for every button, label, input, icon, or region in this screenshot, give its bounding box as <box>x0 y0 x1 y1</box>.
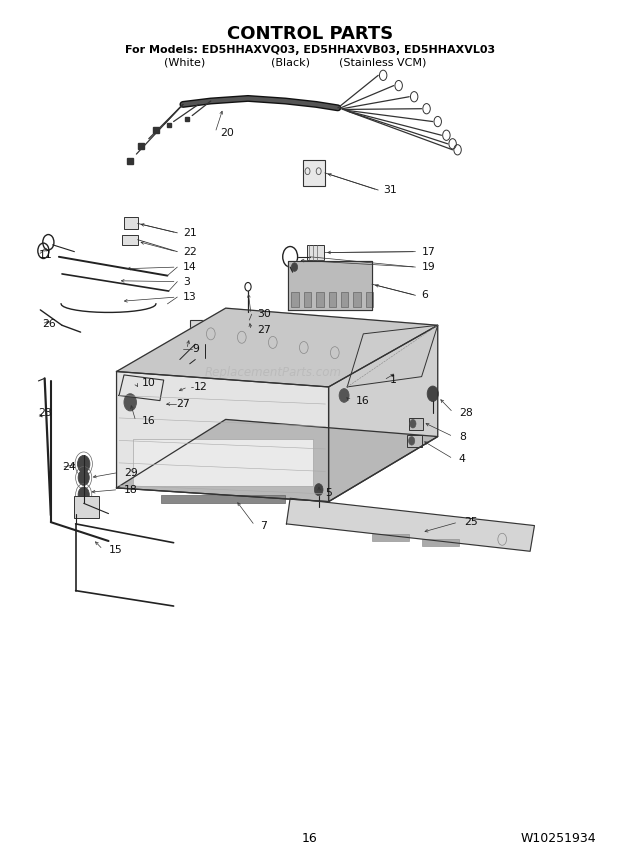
Text: (White): (White) <box>164 57 205 68</box>
Circle shape <box>409 437 415 445</box>
Text: (Black): (Black) <box>271 57 309 68</box>
Text: For Models: ED5HHAXVQ03, ED5HHAXVB03, ED5HHAXVL03: For Models: ED5HHAXVQ03, ED5HHAXVB03, ED… <box>125 45 495 55</box>
Text: 3: 3 <box>183 276 190 287</box>
Bar <box>366 292 373 307</box>
Bar <box>154 382 160 394</box>
Text: 16: 16 <box>141 416 155 426</box>
Bar <box>303 160 325 186</box>
Text: CONTROL PARTS: CONTROL PARTS <box>227 25 393 44</box>
Bar <box>407 435 422 447</box>
Text: 11: 11 <box>38 250 52 260</box>
Text: 6: 6 <box>422 290 428 300</box>
Text: 16: 16 <box>356 395 370 406</box>
Circle shape <box>410 419 416 428</box>
Bar <box>329 292 336 307</box>
Text: 30: 30 <box>257 309 271 319</box>
Text: 28: 28 <box>459 407 472 418</box>
Circle shape <box>124 394 136 411</box>
Circle shape <box>78 470 89 485</box>
Bar <box>133 382 140 394</box>
Text: 10: 10 <box>141 378 155 389</box>
Text: 7: 7 <box>260 520 267 531</box>
Text: (Stainless VCM): (Stainless VCM) <box>340 57 427 68</box>
Bar <box>316 292 324 307</box>
Polygon shape <box>288 261 372 310</box>
Text: 1: 1 <box>389 375 396 385</box>
Bar <box>232 312 249 328</box>
Text: 16: 16 <box>302 832 318 846</box>
Text: W10251934: W10251934 <box>520 832 596 846</box>
Bar <box>74 496 99 518</box>
Polygon shape <box>329 325 438 502</box>
Text: 8: 8 <box>459 431 466 442</box>
Text: 27: 27 <box>257 325 271 336</box>
Text: 29: 29 <box>124 467 138 478</box>
Bar <box>133 439 313 486</box>
Bar <box>291 292 299 307</box>
Polygon shape <box>117 308 438 387</box>
Polygon shape <box>347 325 438 387</box>
Circle shape <box>314 484 323 496</box>
Text: 5: 5 <box>325 488 332 498</box>
Text: 21: 21 <box>183 228 197 238</box>
Circle shape <box>291 263 298 271</box>
Text: 18: 18 <box>124 484 138 495</box>
Bar <box>176 375 201 395</box>
Text: 22: 22 <box>183 247 197 257</box>
Bar <box>372 534 409 541</box>
Bar <box>144 397 166 411</box>
Text: 12: 12 <box>193 382 207 392</box>
Bar <box>161 495 285 503</box>
Text: 17: 17 <box>422 247 435 257</box>
Circle shape <box>78 487 89 502</box>
Text: 20: 20 <box>220 128 234 138</box>
Circle shape <box>339 389 349 402</box>
Bar <box>143 382 149 394</box>
Text: 24: 24 <box>62 462 76 473</box>
Text: 25: 25 <box>464 517 477 527</box>
Bar <box>304 292 311 307</box>
Text: 13: 13 <box>183 292 197 302</box>
Polygon shape <box>117 372 329 502</box>
Text: 31: 31 <box>383 185 397 195</box>
Circle shape <box>78 455 90 473</box>
Text: 9: 9 <box>192 344 199 354</box>
Circle shape <box>155 378 161 387</box>
Text: ReplacementParts.com: ReplacementParts.com <box>205 366 341 379</box>
Bar <box>353 292 361 307</box>
Text: 14: 14 <box>183 262 197 272</box>
Text: 15: 15 <box>108 544 122 555</box>
Bar <box>123 382 129 394</box>
Bar <box>122 235 138 245</box>
Polygon shape <box>286 498 534 551</box>
Text: 26: 26 <box>42 318 56 329</box>
Bar <box>124 217 138 229</box>
Text: 23: 23 <box>38 407 52 418</box>
Bar <box>409 418 423 430</box>
Bar <box>422 539 459 546</box>
Circle shape <box>427 386 438 401</box>
Bar <box>341 292 348 307</box>
Text: 27: 27 <box>176 399 190 409</box>
Bar <box>307 245 324 260</box>
Text: 19: 19 <box>422 262 435 272</box>
Polygon shape <box>117 419 438 502</box>
Polygon shape <box>119 375 164 401</box>
Text: 4: 4 <box>459 454 466 464</box>
Bar <box>190 320 216 344</box>
